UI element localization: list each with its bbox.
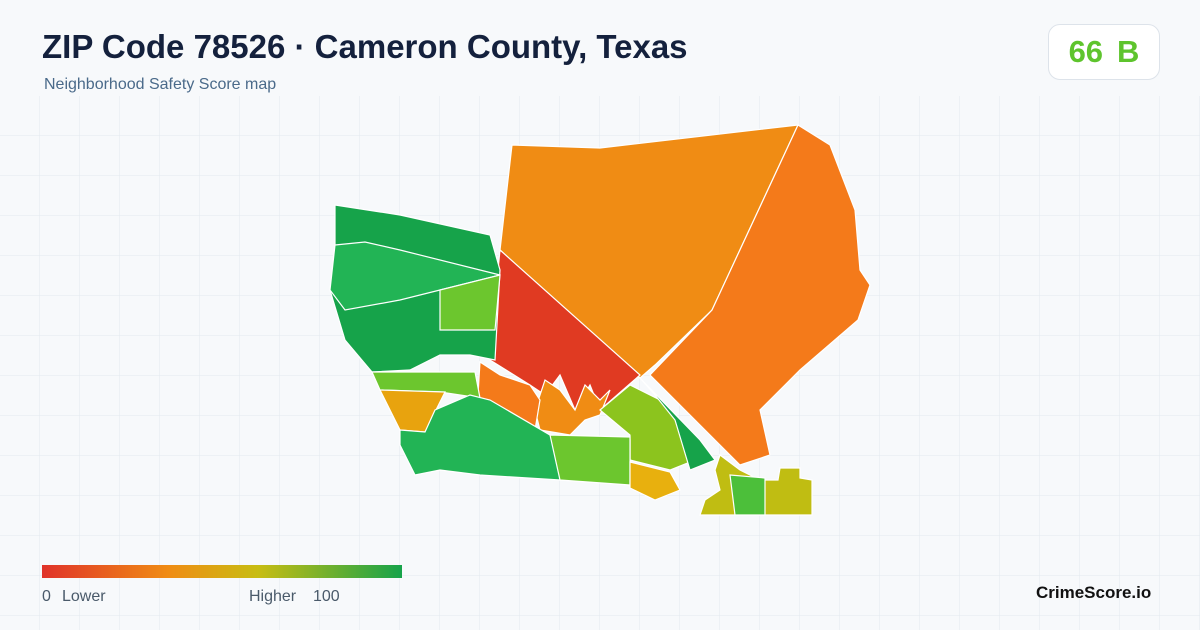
- legend-min-label: Lower: [62, 588, 106, 605]
- region: [534, 379, 611, 436]
- subtitle: Neighborhood Safety Score map: [44, 76, 277, 93]
- region: [629, 461, 681, 501]
- legend-max-label: Higher: [249, 588, 297, 605]
- score-badge: 66 B: [1048, 24, 1160, 80]
- region: [639, 377, 716, 471]
- legend-gradient: [42, 565, 402, 578]
- title: ZIP Code 78526 · Cameron County, Texas: [42, 28, 688, 65]
- region: [439, 274, 501, 331]
- score-value: 66: [1068, 34, 1104, 69]
- region: [549, 434, 631, 486]
- legend-min: 0: [42, 588, 51, 605]
- brand: CrimeScore.io: [1036, 583, 1152, 602]
- region: [649, 124, 871, 466]
- score-grade: B: [1117, 34, 1140, 69]
- legend-max: 100: [313, 588, 340, 605]
- region: [729, 474, 766, 516]
